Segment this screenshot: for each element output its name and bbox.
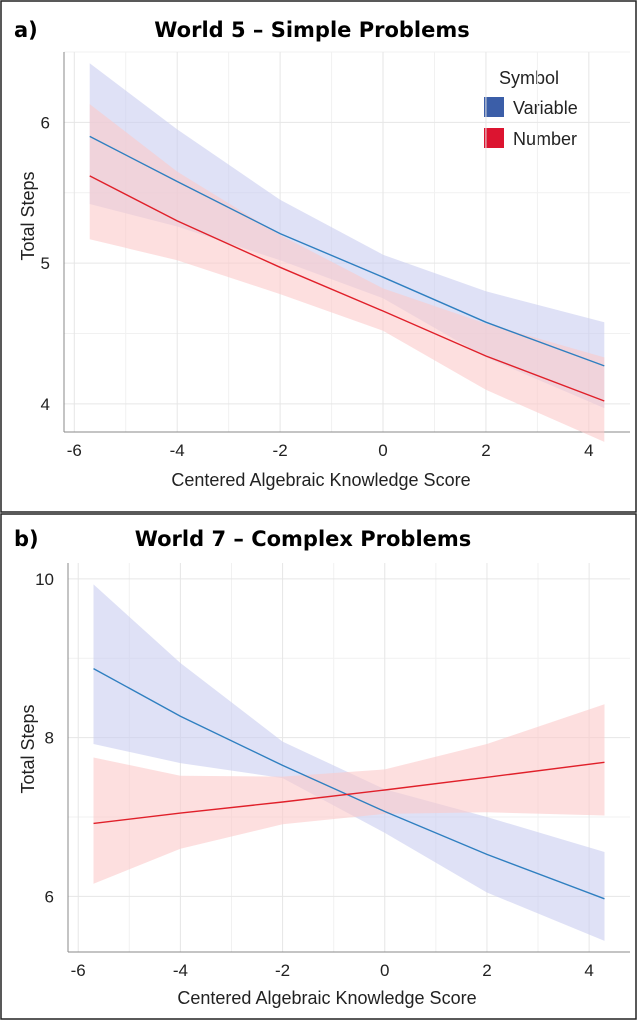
y-tick-label: 8: [45, 729, 54, 748]
legend-swatch-number: [484, 128, 504, 148]
legend-swatch-variable: [484, 97, 504, 117]
y-tick-label: 10: [35, 570, 54, 589]
x-tick-label: -2: [275, 961, 290, 980]
series-line-variable: [93, 667, 605, 900]
panel-b-label: b): [14, 527, 39, 551]
x-tick-label: 0: [378, 441, 387, 460]
plot-b: -6 -4 -2 0 2 4 6 8 10: [35, 563, 630, 980]
x-tick-label: 0: [380, 961, 389, 980]
panel-a-xlabel: Centered Algebraic Knowledge Score: [171, 470, 470, 490]
y-tick-label: 4: [41, 395, 50, 414]
panel-a-title: World 5 – Simple Problems: [154, 18, 470, 42]
y-tick-label: 6: [41, 113, 50, 132]
legend: Symbol Variable Number: [484, 68, 578, 149]
y-tick-label: 5: [41, 254, 50, 273]
panel-b-xlabel: Centered Algebraic Knowledge Score: [177, 988, 476, 1008]
plot-a: -6 -4 -2 0 2 4 4 5 6: [41, 51, 630, 460]
panel-a-ylabel: Total Steps: [18, 171, 38, 260]
series-line-variable: [89, 135, 605, 367]
legend-label-number: Number: [513, 129, 577, 149]
legend-label-variable: Variable: [513, 98, 578, 118]
confidence-band-variable: [93, 584, 605, 941]
x-tick-label: -6: [71, 961, 86, 980]
series-line-number: [93, 761, 605, 825]
x-tick-label: 2: [482, 961, 491, 980]
y-tick-label: 6: [45, 887, 54, 906]
panel-b-title: World 7 – Complex Problems: [135, 527, 472, 551]
panel-b-border: [0, 513, 637, 1020]
x-tick-label: 4: [584, 441, 593, 460]
legend-title: Symbol: [499, 68, 559, 88]
panel-a-label: a): [14, 18, 38, 42]
panel-b-ylabel: Total Steps: [18, 704, 38, 793]
series-line-number: [89, 175, 605, 402]
x-tick-label: -4: [173, 961, 188, 980]
confidence-band-number: [89, 104, 605, 442]
panel-a-border: [0, 0, 637, 513]
x-tick-label: -2: [273, 441, 288, 460]
x-tick-label: -4: [170, 441, 185, 460]
x-tick-label: -6: [67, 441, 82, 460]
x-tick-label: 4: [584, 961, 593, 980]
x-tick-label: 2: [481, 441, 490, 460]
